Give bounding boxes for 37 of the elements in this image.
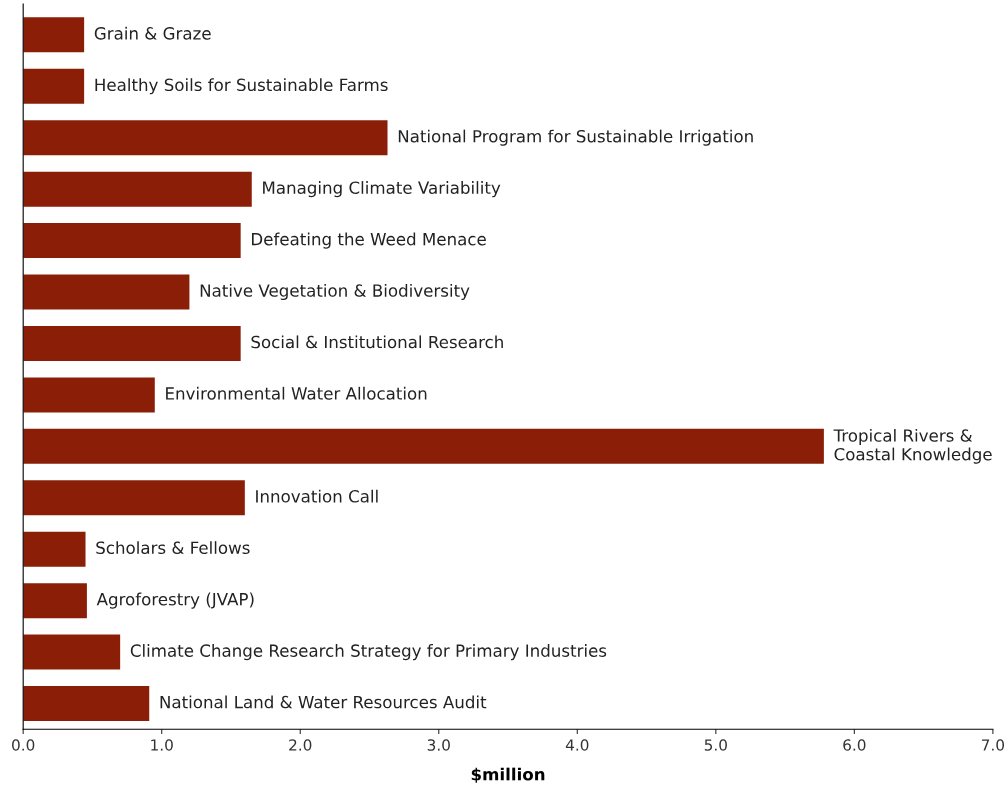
- bar: [23, 480, 245, 516]
- x-tick-label: 2.0: [289, 739, 312, 751]
- x-axis-title: $million: [471, 767, 545, 783]
- bar: [23, 17, 85, 53]
- x-tick-label: 0.0: [12, 739, 35, 751]
- bar: [23, 686, 150, 722]
- x-tick-label: 6.0: [843, 739, 866, 751]
- y-tick-label: Scholars & Fellows: [96, 541, 250, 555]
- y-tick-label: Social & Institutional Research: [251, 335, 503, 349]
- bar: [23, 274, 190, 310]
- x-tick-label: 1.0: [151, 739, 173, 751]
- bar: [23, 531, 86, 567]
- y-tick-label: Climate Change Research Strategy for Primary Industries: [130, 644, 607, 661]
- y-tick-label: Tropical Rivers & Coastal Knowledge: [833, 428, 992, 464]
- bar: [23, 325, 241, 361]
- x-tick-label: 3.0: [427, 739, 450, 751]
- bar: [23, 120, 388, 156]
- bar: [23, 223, 241, 259]
- x-tick-label: 5.0: [704, 739, 727, 751]
- bar: [23, 171, 252, 207]
- y-tick-label: National Land & Water Resources Audit: [160, 695, 487, 709]
- y-tick-label: Defeating the Weed Menace: [252, 232, 486, 249]
- y-tick-label: Environmental Water Allocation: [166, 386, 427, 400]
- y-tick-label: Grain & Graze: [94, 26, 211, 40]
- bar: [23, 583, 87, 619]
- y-tick-label: Healthy Soils for Sustainable Farms: [95, 78, 388, 95]
- y-tick-label: Native Vegetation & Biodiversity: [200, 283, 470, 301]
- y-tick-label: Agroforestry (JVAP): [96, 592, 254, 609]
- y-tick-label: Managing Climate Variability: [263, 181, 501, 198]
- bar: [23, 68, 85, 104]
- bar: [23, 377, 155, 413]
- x-tick-label: 4.0: [565, 739, 589, 751]
- bar: [23, 428, 824, 464]
- y-tick-label: National Program for Sustainable Irrigation: [398, 129, 753, 146]
- y-tick-label: Innovation Call: [256, 489, 378, 503]
- x-tick-label: 7.0: [981, 739, 1005, 751]
- bar: [23, 634, 121, 670]
